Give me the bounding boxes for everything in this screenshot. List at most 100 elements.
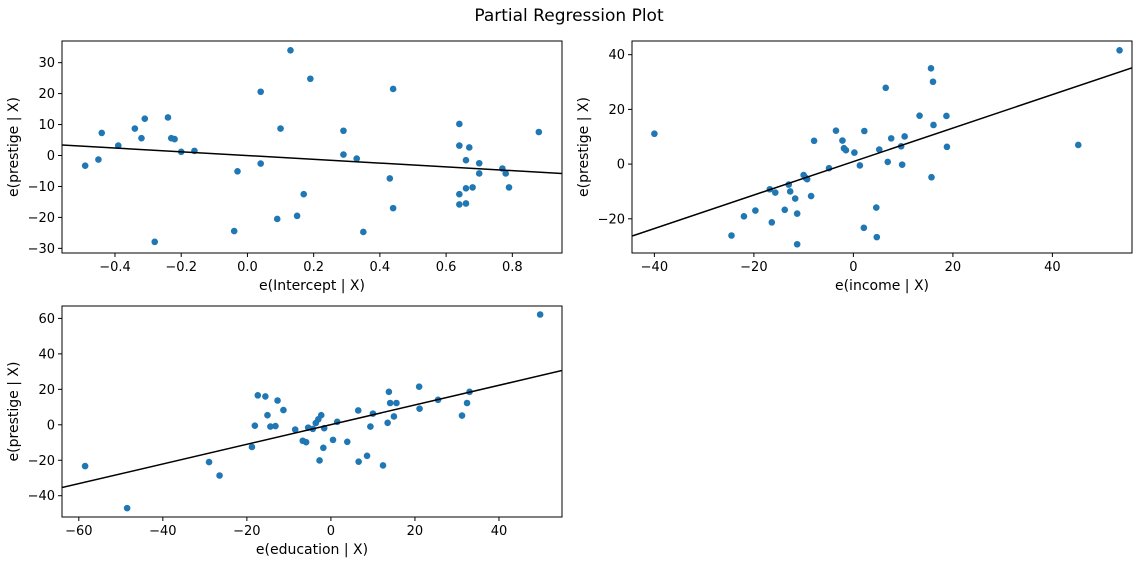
- chart-2-y-tick-label-0: −40: [28, 489, 55, 504]
- chart-2-x-tick-label-2: −20: [233, 524, 260, 539]
- chart-0-point-15: [257, 88, 264, 96]
- chart-0-point-20: [293, 212, 301, 220]
- chart-1-point-10: [791, 195, 799, 202]
- chart-1-y-tick-label-3: 40: [608, 48, 625, 63]
- chart-0-point-21: [300, 190, 308, 198]
- chart-1-point-41: [943, 112, 950, 120]
- chart-2-point-15: [302, 438, 310, 446]
- chart-1-point-36: [916, 112, 923, 119]
- chart-2-point-2: [205, 458, 213, 466]
- chart-1-point-24: [856, 162, 864, 169]
- chart-1-point-27: [872, 204, 880, 211]
- chart-2-point-33: [384, 419, 391, 427]
- chart-0-x-tick-label-3: 0.2: [303, 260, 324, 275]
- chart-1-point-22: [842, 146, 850, 154]
- chart-1-point-1: [728, 232, 735, 239]
- chart-1-x-tick-label-1: −20: [740, 260, 767, 275]
- chart-1-point-23: [851, 149, 858, 156]
- chart-1-y-tick-label-0: −20: [598, 212, 625, 227]
- chart-0-point-26: [360, 228, 367, 236]
- chart-0-x-axis-label: e(Intercept | X): [259, 278, 365, 294]
- chart-1-point-3: [752, 207, 759, 214]
- chart-1-x-tick-label-2: 0: [849, 260, 857, 275]
- chart-1-point-38: [928, 173, 935, 181]
- chart-1-point-20: [839, 137, 846, 144]
- chart-2-point-10: [272, 422, 279, 430]
- chart-0-y-tick-label-3: 0: [47, 149, 55, 164]
- chart-0-point-3: [114, 142, 122, 149]
- chart-1-point-9: [786, 188, 794, 195]
- chart-2-fit-line: [62, 369, 562, 489]
- chart-1-point-37: [927, 65, 935, 72]
- chart-1-point-7: [781, 206, 789, 214]
- chart-0-x-tick-label-0: −0.4: [99, 260, 131, 275]
- chart-0-point-18: [277, 125, 284, 132]
- chart-2-point-22: [320, 444, 327, 452]
- chart-1-point-34: [898, 161, 906, 168]
- chart-0-point-14: [234, 167, 241, 175]
- chart-2-point-41: [458, 412, 466, 419]
- chart-1-x-axis-label: e(income | X): [835, 278, 929, 294]
- chart-0-point-36: [462, 200, 470, 207]
- chart-0-point-38: [469, 184, 476, 191]
- chart-0-point-28: [389, 85, 397, 93]
- chart-1-point-16: [807, 192, 815, 200]
- chart-1-point-19: [832, 127, 840, 135]
- chart-2-point-26: [343, 438, 351, 446]
- chart-2-point-27: [354, 407, 362, 414]
- chart-0-point-17: [273, 215, 281, 223]
- chart-0-x-tick-label-2: 0.0: [237, 260, 258, 275]
- intercept-partial-plot: −0.4 −0.2 0.0 0.2 0.4 0.6 0.8 −30 −20 −10 0 10 20 30 e…: [6, 40, 563, 294]
- chart-2-point-5: [251, 422, 259, 429]
- chart-1-point-30: [882, 84, 890, 92]
- chart-2-axes-frame: [61, 305, 563, 518]
- chart-2-point-7: [262, 393, 269, 400]
- chart-0-axes-frame: [61, 40, 563, 254]
- chart-0-point-39: [475, 159, 483, 167]
- chart-1-x-tick-label-3: 20: [945, 260, 962, 275]
- chart-1-point-12: [793, 240, 801, 248]
- chart-0-point-30: [456, 120, 463, 128]
- chart-1-point-2: [740, 213, 748, 220]
- chart-2-y-tick-label-5: 60: [38, 312, 55, 327]
- chart-0-y-tick-label-4: 10: [38, 118, 55, 133]
- figure-title: Partial Regression Plot: [474, 6, 664, 26]
- chart-2-point-39: [416, 405, 423, 412]
- chart-2-point-6: [254, 392, 262, 399]
- chart-0-y-tick-label-6: 30: [38, 56, 55, 71]
- chart-0-point-1: [95, 156, 102, 163]
- chart-0-point-24: [340, 151, 347, 158]
- chart-2-y-tick-label-3: 20: [38, 383, 55, 398]
- chart-1-point-32: [887, 135, 895, 142]
- chart-0-y-tick-label-1: −20: [28, 211, 55, 226]
- chart-2-x-tick-label-1: −40: [149, 524, 176, 539]
- chart-0-point-6: [141, 115, 149, 122]
- chart-2-point-20: [316, 457, 323, 464]
- chart-2-x-tick-label-4: 20: [407, 524, 424, 539]
- chart-1-y-axis-label: e(prestige | X): [576, 97, 592, 197]
- chart-0-x-tick-label-6: 0.8: [502, 260, 523, 275]
- chart-2-point-24: [329, 436, 337, 444]
- chart-1-point-42: [943, 143, 951, 151]
- chart-2-x-tick-label-0: −60: [65, 524, 92, 539]
- chart-2-y-tick-label-4: 40: [38, 347, 55, 362]
- chart-2-point-0: [81, 462, 89, 470]
- chart-2-point-35: [386, 399, 394, 407]
- chart-2-x-axis-label: e(education | X): [256, 542, 368, 558]
- chart-1-point-39: [929, 78, 937, 86]
- chart-1-x-tick-label-4: 40: [1044, 260, 1061, 275]
- chart-2-point-8: [264, 411, 271, 419]
- chart-1-point-26: [861, 127, 868, 135]
- chart-0-x-tick-label-5: 0.6: [436, 260, 457, 275]
- chart-0-point-27: [386, 175, 394, 182]
- chart-0-point-2: [98, 129, 106, 137]
- chart-0-point-23: [340, 127, 347, 135]
- chart-2-point-9: [267, 423, 274, 430]
- chart-1-point-31: [884, 158, 892, 166]
- chart-0-point-44: [535, 128, 543, 136]
- chart-2-point-44: [536, 311, 544, 318]
- chart-1-point-35: [901, 133, 908, 140]
- chart-0-point-37: [465, 144, 473, 151]
